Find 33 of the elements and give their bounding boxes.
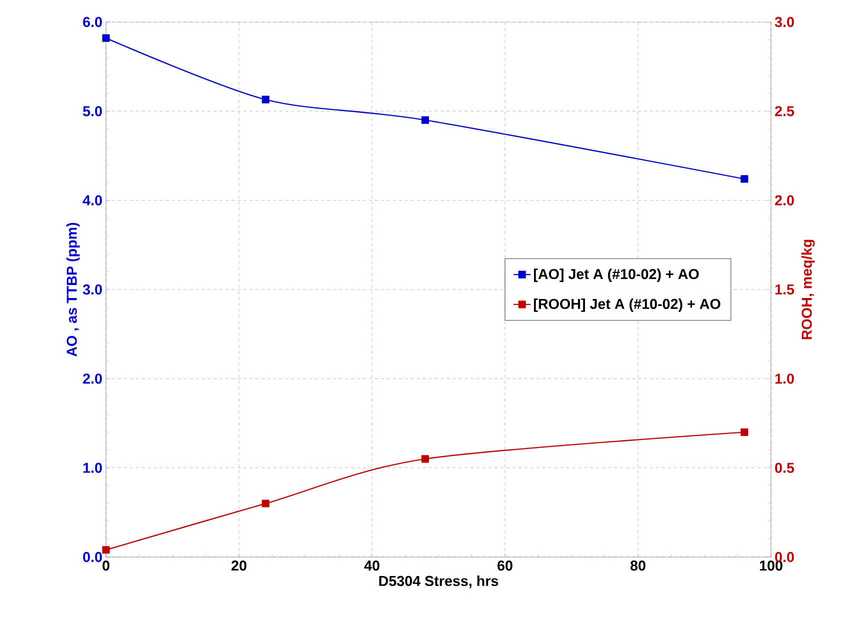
y-axis-title: AO , as TTBP (ppm)	[66, 222, 80, 356]
y-tick-label: 3.0	[82, 284, 102, 295]
y2-tick-label: 0.5	[775, 462, 794, 473]
point	[740, 428, 748, 436]
y2-tick-label: 1.0	[775, 374, 794, 384]
legend-label: [AO] Jet A (#10-02) + AO	[534, 268, 699, 282]
point	[102, 34, 110, 42]
x-tick-label: 20	[232, 560, 246, 571]
x-tick-label: 40	[364, 560, 380, 571]
y-tick-label: 2.0	[83, 374, 102, 384]
point	[421, 455, 429, 463]
point	[740, 175, 748, 183]
x-tick-label: 0	[102, 560, 110, 571]
y2-tick-label: 3.0	[774, 16, 794, 28]
point	[421, 116, 429, 124]
y2-tick-label: 0.0	[775, 552, 794, 562]
x-axis-title: D5304 Stress, hrs	[379, 576, 498, 588]
y2-tick-label: 1.5	[775, 284, 794, 295]
y-tick-label: 6.0	[83, 16, 102, 28]
x-tick-label: 100	[760, 560, 782, 571]
legend-label: [ROOH] Jet A (#10-02) + AO	[534, 298, 720, 312]
point	[102, 546, 110, 554]
y2-tick-label: 2.0	[775, 195, 794, 206]
point	[262, 500, 270, 508]
y-tick-label: 5.0	[82, 106, 102, 116]
x-tick-label: 60	[498, 560, 512, 571]
y-tick-label: 4.0	[82, 195, 102, 206]
point	[262, 96, 270, 104]
x-tick-label: 80	[630, 560, 646, 571]
y-tick-label: 0.0	[83, 552, 102, 562]
y2-tick-label: 2.5	[775, 106, 794, 116]
y-tick-label: 1.0	[83, 462, 102, 473]
y2-axis-title: ROOH, meq/kg	[801, 240, 815, 340]
